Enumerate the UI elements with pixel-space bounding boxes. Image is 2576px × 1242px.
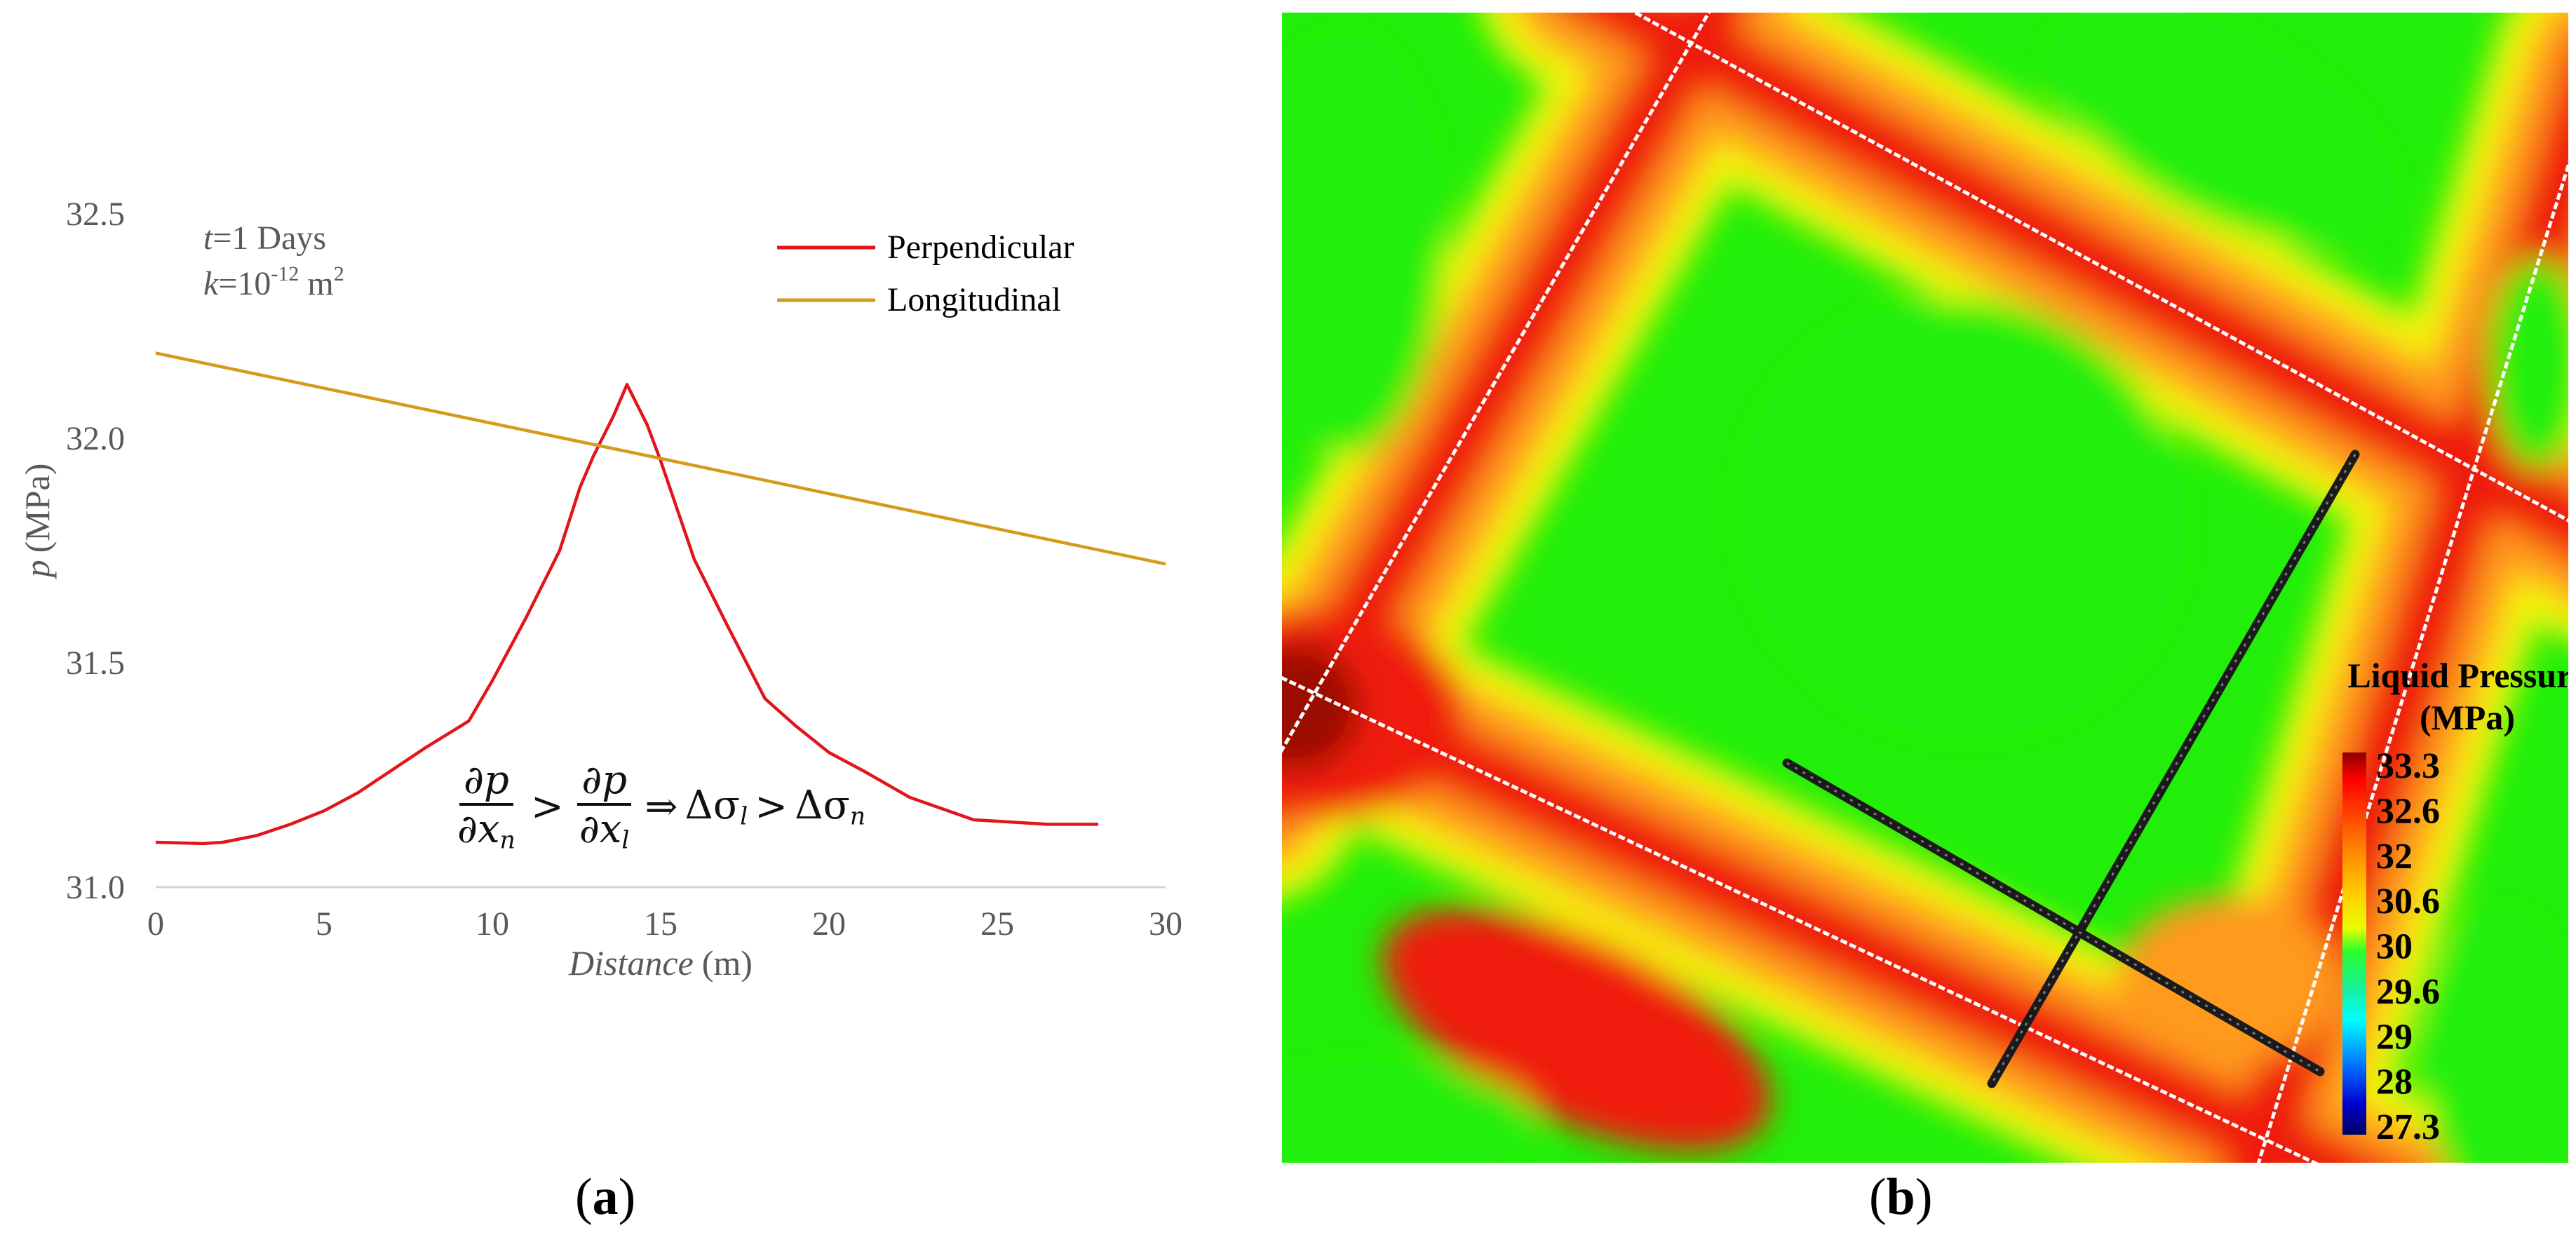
y-tick-label: 31.5 — [66, 644, 125, 682]
fracture-lines — [1282, 13, 2568, 1163]
y-tick-label: 31.0 — [66, 869, 125, 906]
colorbar-labels: 33.3 32.6 32 30.6 30 29.6 29 28 27.3 — [2376, 746, 2440, 1147]
colorbar-label: 29.6 — [2376, 972, 2440, 1012]
fracture-line — [2256, 159, 2568, 1163]
colorbar-title: Liquid Pressure — [2347, 656, 2568, 695]
legend-label-longitudinal: Longitudinal — [887, 281, 1061, 318]
colorbar-label: 30 — [2376, 927, 2413, 967]
contour-zone-green — [2425, 910, 2568, 1163]
contour-zone-green — [2488, 258, 2568, 468]
contour-zone-green — [1282, 34, 1443, 454]
contour-zone-green — [1282, 1065, 1535, 1163]
x-tick-label: 15 — [644, 905, 677, 943]
colorbar-label: 30.6 — [2376, 882, 2440, 922]
x-tick-label: 30 — [1149, 905, 1182, 943]
x-tick-label: 25 — [980, 905, 1014, 943]
colorbar-label: 29 — [2376, 1017, 2413, 1057]
contour-zone-red — [1382, 907, 1772, 1152]
equation-rhs: Δσn — [795, 783, 866, 832]
x-tick-label: 0 — [147, 905, 164, 943]
colorbar: Liquid Pressure (MPa) 33.3 32.6 32 30.6 30 29… — [2342, 656, 2568, 1147]
gradient-equation: ∂p ∂xn > ∂p ∂xl ⇒ Δσl > Δσn — [449, 761, 865, 853]
pressure-contour-map: Liquid Pressure (MPa) 33.3 32.6 32 30.6 30 29… — [1282, 13, 2568, 1163]
x-axis-label: Distance (m) — [568, 943, 753, 983]
colorbar-unit: (MPa) — [2420, 698, 2515, 737]
line-chart: 0 5 10 15 20 25 30 31.0 31.5 32.0 32.5 Distance (m… — [18, 196, 1182, 983]
contour-zone-green — [1739, 298, 2185, 737]
colorbar-gradient — [2342, 752, 2366, 1135]
x-tick-label: 5 — [316, 905, 332, 943]
colorbar-label: 27.3 — [2376, 1107, 2440, 1147]
fracture-line — [1282, 13, 1711, 753]
panel-label-a: (a) — [575, 1168, 636, 1226]
equation-fraction-right: ∂p ∂xl — [575, 761, 634, 853]
series-line-longitudinal — [155, 351, 1166, 566]
contour-zone-green — [2049, 13, 2395, 245]
colorbar-label: 28 — [2376, 1062, 2413, 1102]
x-tick-labels: 0 5 10 15 20 25 30 — [147, 905, 1182, 943]
fracture-line — [1631, 13, 2568, 522]
colorbar-label: 33.3 — [2376, 746, 2440, 786]
contour-zone-darkred — [1282, 644, 1359, 770]
x-tick-label: 20 — [812, 905, 846, 943]
y-tick-label: 32.5 — [66, 196, 125, 233]
fracture-line — [1282, 676, 2319, 1163]
time-annotation: t=1 Days — [203, 220, 326, 257]
legend: Perpendicular Longitudinal — [777, 229, 1074, 318]
equation-fraction-left: ∂p ∂xn — [457, 757, 515, 855]
contour-zone-orange — [2117, 896, 2341, 1065]
equation-lhs: Δσl — [685, 783, 748, 832]
colorbar-label: 32.6 — [2376, 791, 2440, 831]
wellbore-texture — [1990, 454, 2356, 1084]
permeability-annotation: k=10-12 m2 — [203, 262, 344, 302]
y-tick-label: 32.0 — [66, 420, 125, 457]
legend-label-perpendicular: Perpendicular — [887, 229, 1074, 266]
y-tick-labels: 31.0 31.5 32.0 32.5 — [66, 196, 125, 906]
series-layer — [155, 351, 1166, 846]
wellbore-texture — [1786, 762, 2321, 1073]
series-line-perpendicular — [155, 382, 1098, 846]
x-tick-label: 10 — [476, 905, 509, 943]
colorbar-label: 32 — [2376, 837, 2413, 877]
panel-label-b: (b) — [1869, 1168, 1933, 1226]
y-axis-label: p(MPa) — [18, 464, 57, 580]
wellbores — [1782, 450, 2360, 1088]
